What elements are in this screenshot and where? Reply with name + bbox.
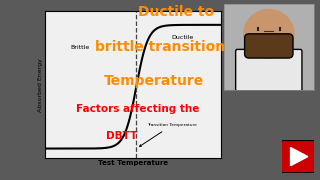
Text: brittle transition: brittle transition [95,40,225,54]
Text: Brittle: Brittle [70,45,90,50]
Text: Ductile to: Ductile to [138,5,214,19]
Y-axis label: Absorbed Energy: Absorbed Energy [38,58,44,112]
FancyBboxPatch shape [244,34,293,58]
Text: Factors affecting the: Factors affecting the [76,104,199,114]
FancyBboxPatch shape [236,49,302,92]
Text: Ductile: Ductile [171,35,193,40]
Circle shape [244,10,294,58]
Text: Temperature: Temperature [103,74,204,88]
FancyBboxPatch shape [278,140,317,173]
Text: DBTT: DBTT [106,131,137,141]
Polygon shape [291,148,308,166]
X-axis label: Test Temperature: Test Temperature [98,160,168,166]
Text: Transition Temperature: Transition Temperature [140,123,196,147]
